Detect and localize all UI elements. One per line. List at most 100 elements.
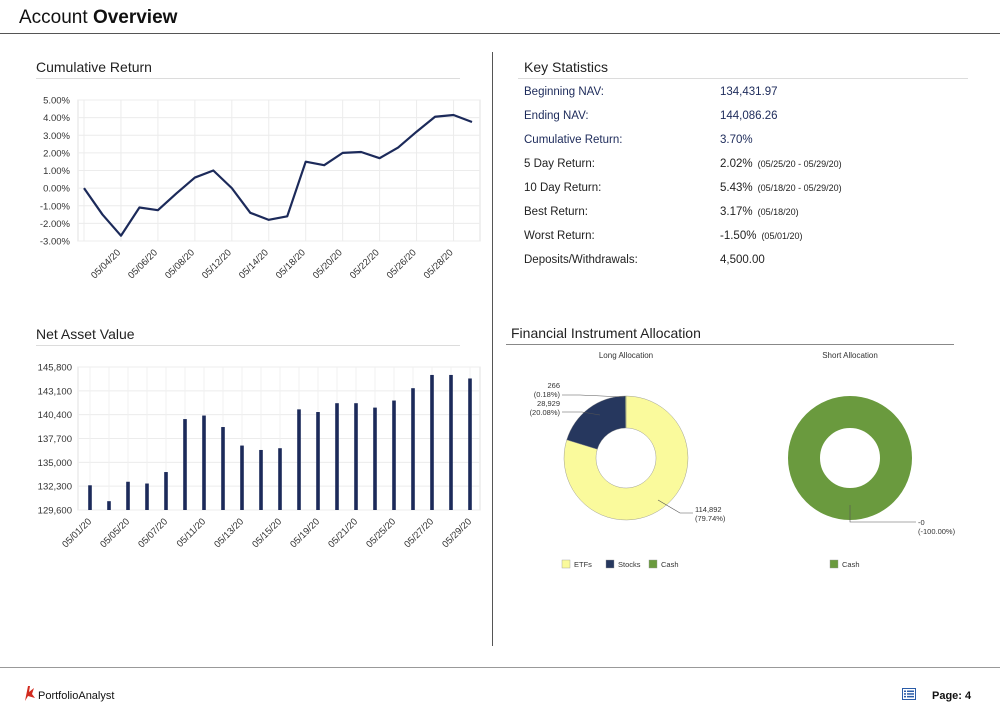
column-divider <box>492 52 493 646</box>
nav-bar <box>107 501 111 510</box>
stat-range: (05/25/20 - 05/29/20) <box>757 159 842 169</box>
stat-value: 134,431.97 <box>720 86 778 98</box>
x-tick-label: 05/27/20 <box>402 516 436 550</box>
x-tick-label: 05/01/20 <box>60 516 94 550</box>
page-number: Page: 4 <box>932 690 972 702</box>
cumulative-return-title: Cumulative Return <box>36 59 152 75</box>
nav-bar <box>202 415 206 510</box>
x-tick-label: 05/11/20 <box>175 516 208 549</box>
x-tick-label: 05/26/20 <box>385 247 419 281</box>
stat-row-ending-nav: Ending NAV: 144,086.26 <box>524 110 964 130</box>
stat-value: 5.43% (05/18/20 - 05/29/20) <box>720 182 842 194</box>
stat-label: Ending NAV: <box>524 110 589 122</box>
stat-row-beginning-nav: Beginning NAV: 134,431.97 <box>524 86 964 106</box>
report-list-icon[interactable] <box>902 688 916 700</box>
footer-rule <box>0 667 1000 668</box>
x-tick-label: 05/13/20 <box>212 516 246 550</box>
pie-data-label: -0 <box>918 518 925 527</box>
nav-bar <box>240 445 244 510</box>
allocation-title: Financial Instrument Allocation <box>511 325 701 341</box>
pie-slice <box>566 395 626 450</box>
pie-data-label: 114,892 <box>695 505 722 514</box>
y-tick-label: 2.00% <box>43 148 70 159</box>
pie-data-label: (-100.00%) <box>918 527 956 536</box>
stat-row-best-return: Best Return: 3.17% (05/18/20) <box>524 206 964 226</box>
x-tick-label: 05/25/20 <box>364 516 398 550</box>
page-title: Account Overview <box>19 7 177 29</box>
x-tick-label: 05/20/20 <box>311 247 345 281</box>
pie-slice <box>563 395 689 521</box>
legend-label: Cash <box>661 560 679 569</box>
cumulative-title-rule <box>36 78 460 79</box>
stat-row-10-day-return: 10 Day Return: 5.43% (05/18/20 - 05/29/20… <box>524 182 964 202</box>
net-asset-value-chart: 145,800 143,100 140,400 137,700 135,000 132,3… <box>38 363 481 550</box>
nav-bar <box>392 400 396 510</box>
portfolioanalyst-logo-icon <box>25 686 35 701</box>
y-tick-label: -2.00% <box>40 219 71 230</box>
y-tick-label: -3.00% <box>40 237 71 248</box>
legend-label: Cash <box>842 560 860 569</box>
nav-bar <box>354 403 358 510</box>
stat-value: 144,086.26 <box>720 110 778 122</box>
nav-bar <box>221 427 225 510</box>
stat-value-text: 144,086.26 <box>720 110 778 122</box>
pie-data-label: 266 <box>547 381 560 390</box>
stat-row-worst-return: Worst Return: -1.50% (05/01/20) <box>524 230 964 250</box>
y-tick-label: 0.00% <box>43 184 70 195</box>
x-tick-label: 05/22/20 <box>348 247 382 281</box>
stat-row-deposits-withdrawals: Deposits/Withdrawals: 4,500.00 <box>524 254 964 274</box>
stat-label: Beginning NAV: <box>524 86 604 98</box>
y-tick-label: 129,600 <box>38 506 72 517</box>
nav-bar <box>373 407 377 510</box>
pie-title: Short Allocation <box>822 351 878 360</box>
y-tick-label: 4.00% <box>43 113 70 124</box>
x-tick-label: 05/07/20 <box>136 516 170 550</box>
pie-data-label: 28,929 <box>537 399 560 408</box>
nav-bar <box>316 412 320 510</box>
x-tick-label: 05/12/20 <box>200 247 234 281</box>
allocation-charts: Long Allocation 266(0.18%)28,929(20.08%) 1… <box>530 351 956 569</box>
stat-label: Worst Return: <box>524 230 595 242</box>
x-tick-label: 05/06/20 <box>126 247 160 281</box>
stat-value-text: 134,431.97 <box>720 86 778 98</box>
stat-row-cumulative-return: Cumulative Return: 3.70% <box>524 134 964 154</box>
key-statistics-title: Key Statistics <box>524 59 609 75</box>
x-tick-label: 05/19/20 <box>288 516 322 550</box>
x-tick-label: 05/04/20 <box>89 247 123 281</box>
x-tick-label: 05/08/20 <box>163 247 197 281</box>
stat-value-text: 5.43% <box>720 182 753 194</box>
x-tick-label: 05/28/20 <box>422 247 456 281</box>
stat-value: 4,500.00 <box>720 254 765 266</box>
y-tick-label: 1.00% <box>43 166 70 177</box>
pie-slice <box>625 395 627 429</box>
y-tick-label: 135,000 <box>38 458 72 469</box>
pie-data-label: (79.74%) <box>695 514 726 523</box>
stat-range: (05/18/20 - 05/29/20) <box>757 183 842 193</box>
x-tick-label: 05/18/20 <box>274 247 308 281</box>
nav-bar <box>183 419 187 510</box>
y-tick-label: 137,700 <box>38 434 72 445</box>
nav-bar <box>278 448 282 510</box>
y-tick-label: 3.00% <box>43 131 70 142</box>
nav-bar <box>88 485 92 510</box>
nav-bar <box>126 481 130 510</box>
pie-leader-line <box>849 505 916 523</box>
x-tick-label: 05/05/20 <box>98 516 132 550</box>
x-tick-label: 05/21/20 <box>326 516 360 550</box>
legend-swatch <box>829 559 839 569</box>
legend-swatch <box>605 559 615 569</box>
x-tick-label: 05/15/20 <box>250 516 284 550</box>
y-tick-label: 145,800 <box>38 363 72 374</box>
pie-data-label: (0.18%) <box>534 390 561 399</box>
nav-bar <box>145 483 149 510</box>
y-tick-label: 140,400 <box>38 410 72 421</box>
x-tick-label: 05/14/20 <box>237 247 271 281</box>
pie-title: Long Allocation <box>599 351 653 360</box>
stat-value-text: 4,500.00 <box>720 254 765 266</box>
nav-bar <box>468 378 472 510</box>
nav-bar <box>164 472 168 510</box>
stat-label: Deposits/Withdrawals: <box>524 254 638 266</box>
pie-leader-line <box>562 411 601 416</box>
stat-range: (05/18/20) <box>757 207 799 217</box>
legend-label: ETFs <box>574 560 592 569</box>
